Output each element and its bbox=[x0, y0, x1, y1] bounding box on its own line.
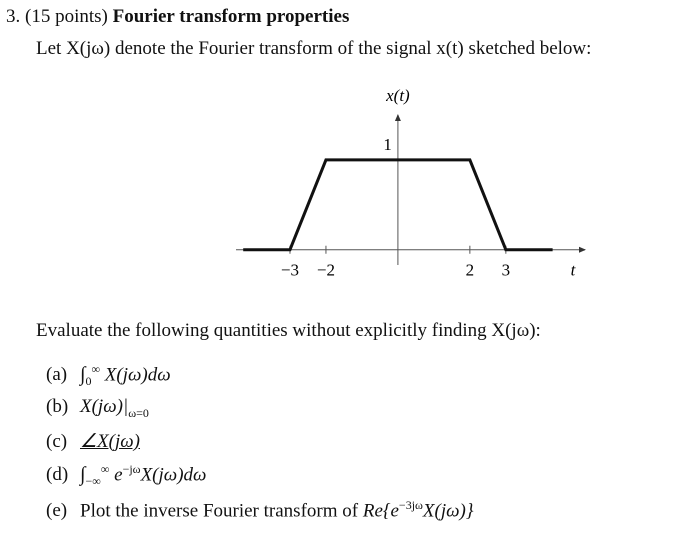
part-label: (a) bbox=[46, 364, 68, 386]
x-tick-label: −3 bbox=[281, 261, 299, 280]
y-tick-label: 1 bbox=[383, 135, 392, 154]
part-b: (b) X(jω)|ω=0 bbox=[46, 396, 149, 421]
part-c: (c) ∠X(jω) bbox=[46, 430, 140, 453]
x-tick-label: −2 bbox=[317, 261, 335, 280]
part-e: (e) Plot the inverse Fourier transform of… bbox=[46, 498, 473, 522]
problem-number: 3. bbox=[6, 6, 21, 27]
part-label: (e) bbox=[46, 500, 68, 522]
exp-base: e bbox=[114, 464, 123, 486]
expression: X(jω)| bbox=[80, 396, 129, 417]
exponent: −3jω bbox=[398, 498, 423, 512]
lower-limit: 0 bbox=[85, 374, 92, 389]
part-d: (d) ∫−∞∞ e−jωX(jω)dω bbox=[46, 462, 206, 489]
problem-title: Fourier transform properties bbox=[112, 6, 350, 27]
expression: X(jω)} bbox=[422, 500, 474, 522]
signal-plot: x(t) t −3 −2 2 3 1 bbox=[236, 86, 586, 280]
signal-line bbox=[243, 158, 553, 252]
integral: ∫ bbox=[80, 463, 86, 486]
header: 3. (15 points) Fourier transform propert… bbox=[6, 6, 349, 28]
part-label: (c) bbox=[46, 431, 68, 452]
instruction: Plot the inverse Fourier transform of bbox=[80, 500, 359, 522]
part-a: (a) ∫0∞ X(jω)dω bbox=[46, 362, 171, 389]
upper-limit: ∞ bbox=[100, 462, 110, 476]
expression: X(jω)dω bbox=[140, 464, 207, 486]
x-axis-label: t bbox=[571, 261, 577, 280]
y-axis-label: x(t) bbox=[385, 86, 410, 105]
upper-limit: ∞ bbox=[91, 362, 101, 376]
evaluation: ω=0 bbox=[128, 405, 149, 420]
question: Evaluate the following quantities withou… bbox=[36, 320, 541, 341]
x-tick-label: 2 bbox=[466, 261, 475, 280]
lower-limit: −∞ bbox=[85, 474, 101, 489]
intro: Let X(jω) denote the Fourier transform o… bbox=[36, 38, 592, 59]
expression: ∠X(jω) bbox=[80, 431, 140, 452]
integral: ∫ bbox=[80, 363, 86, 386]
expression: X(jω)dω bbox=[104, 364, 171, 386]
points: (15 points) bbox=[25, 6, 108, 27]
part-label: (d) bbox=[46, 464, 69, 486]
re-part: Re{e bbox=[362, 500, 399, 522]
x-tick-label: 3 bbox=[502, 261, 511, 280]
exponent: −jω bbox=[122, 462, 141, 476]
part-label: (b) bbox=[46, 396, 69, 417]
